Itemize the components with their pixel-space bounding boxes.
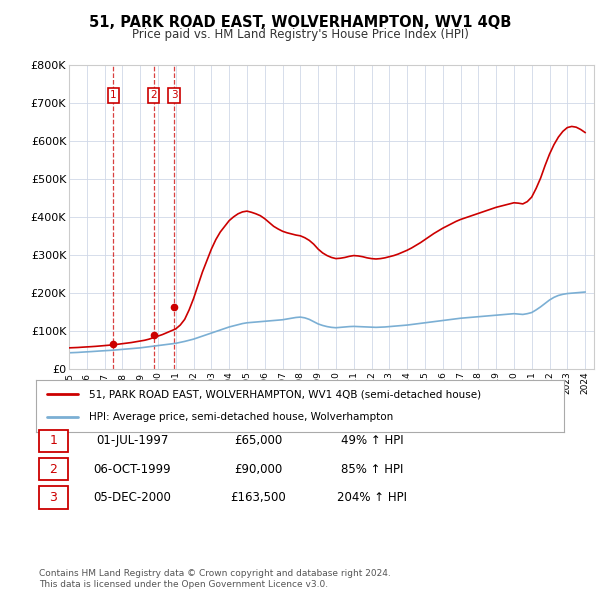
Text: £163,500: £163,500 (230, 491, 286, 504)
Text: 01-JUL-1997: 01-JUL-1997 (96, 434, 168, 447)
Text: 06-OCT-1999: 06-OCT-1999 (93, 463, 171, 476)
Text: 1: 1 (49, 434, 58, 447)
Text: 2: 2 (150, 90, 157, 100)
Text: £90,000: £90,000 (234, 463, 282, 476)
Text: 3: 3 (49, 491, 58, 504)
Text: 3: 3 (171, 90, 178, 100)
Text: Price paid vs. HM Land Registry's House Price Index (HPI): Price paid vs. HM Land Registry's House … (131, 28, 469, 41)
Text: 204% ↑ HPI: 204% ↑ HPI (337, 491, 407, 504)
Text: 51, PARK ROAD EAST, WOLVERHAMPTON, WV1 4QB: 51, PARK ROAD EAST, WOLVERHAMPTON, WV1 4… (89, 15, 511, 30)
Text: HPI: Average price, semi-detached house, Wolverhampton: HPI: Average price, semi-detached house,… (89, 412, 393, 422)
Text: £65,000: £65,000 (234, 434, 282, 447)
Text: 2: 2 (49, 463, 58, 476)
Text: 49% ↑ HPI: 49% ↑ HPI (341, 434, 403, 447)
Text: Contains HM Land Registry data © Crown copyright and database right 2024.
This d: Contains HM Land Registry data © Crown c… (39, 569, 391, 589)
Text: 85% ↑ HPI: 85% ↑ HPI (341, 463, 403, 476)
Text: 1: 1 (110, 90, 117, 100)
Text: 05-DEC-2000: 05-DEC-2000 (93, 491, 171, 504)
Text: 51, PARK ROAD EAST, WOLVERHAMPTON, WV1 4QB (semi-detached house): 51, PARK ROAD EAST, WOLVERHAMPTON, WV1 4… (89, 389, 481, 399)
